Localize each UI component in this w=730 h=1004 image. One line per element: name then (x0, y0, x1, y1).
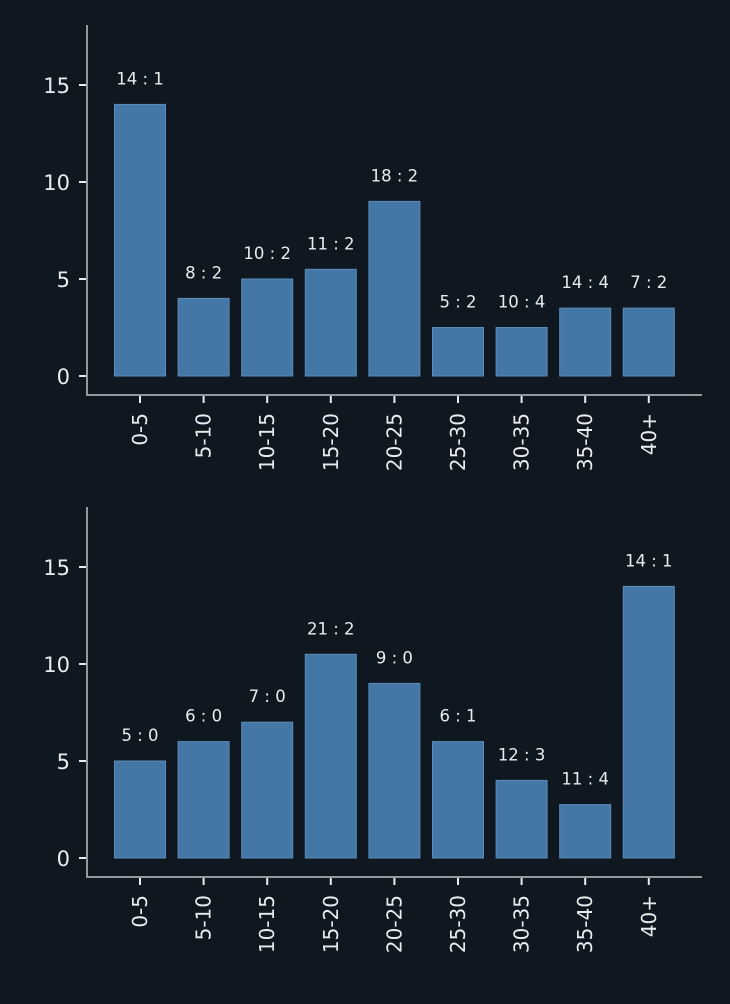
data-label: 10 : 4 (498, 293, 546, 312)
bar (177, 741, 230, 859)
x-tick-label: 30-35 (510, 895, 534, 953)
bar (432, 327, 484, 377)
bar (368, 200, 421, 377)
x-tick-label: 40+ (637, 413, 661, 455)
y-tick-label: 15 (43, 556, 70, 580)
x-tick-label: 35-40 (573, 413, 597, 471)
bar (559, 307, 612, 377)
bar (241, 278, 294, 377)
x-tick-label: 10-15 (255, 895, 279, 953)
bar (432, 741, 484, 859)
x-tick-label: 35-40 (573, 895, 597, 953)
data-label: 7 : 2 (630, 273, 667, 292)
bar-chart-1: 14 : 1 0-5 8 : 2 5-10 10 : 2 10-15 11 : 2 15-20… (43, 25, 702, 471)
x-tick-label: 25-30 (446, 895, 470, 953)
bar (177, 297, 230, 377)
bar (114, 103, 166, 377)
y-tick-label: 0 (57, 847, 70, 871)
data-label: 12 : 3 (498, 745, 546, 764)
x-tick-label: 40+ (637, 895, 661, 937)
bar (368, 682, 421, 859)
data-label: 11 : 4 (561, 770, 609, 789)
x-tick-label: 20-25 (382, 895, 406, 953)
x-tick-label: 15-20 (319, 413, 343, 471)
x-tick-label: 20-25 (382, 413, 406, 471)
data-label: 14 : 4 (561, 273, 609, 292)
data-label: 6 : 1 (439, 707, 476, 726)
x-tick-label: 5-10 (192, 895, 216, 940)
x-tick-label: 0-5 (128, 895, 152, 928)
data-label: 10 : 2 (243, 244, 291, 263)
data-label: 5 : 0 (121, 726, 158, 745)
data-label: 14 : 1 (116, 69, 164, 88)
x-tick-label: 15-20 (319, 895, 343, 953)
data-label: 8 : 2 (185, 263, 222, 282)
bar (304, 268, 357, 377)
data-label: 9 : 0 (376, 648, 413, 667)
bar-chart-2: 5 : 0 0-5 6 : 0 5-10 7 : 0 10-15 21 : 2 15-20 9 … (43, 507, 702, 953)
data-label: 6 : 0 (185, 707, 222, 726)
y-tick-label: 5 (57, 750, 70, 774)
data-label: 11 : 2 (307, 234, 355, 253)
bar (495, 779, 548, 859)
y-tick-label: 10 (43, 171, 70, 195)
y-tick-label: 5 (57, 268, 70, 292)
data-label: 5 : 2 (439, 293, 476, 312)
bar (241, 721, 294, 859)
bar (622, 585, 675, 859)
data-label: 18 : 2 (371, 166, 419, 185)
x-tick-label: 30-35 (510, 413, 534, 471)
bar (622, 307, 675, 377)
bar (495, 327, 548, 377)
data-label: 21 : 2 (307, 619, 355, 638)
x-tick-label: 0-5 (128, 413, 152, 446)
data-label: 14 : 1 (625, 551, 673, 570)
bar (559, 804, 612, 859)
data-label: 7 : 0 (249, 687, 286, 706)
bar (114, 760, 166, 859)
x-tick-label: 5-10 (192, 413, 216, 458)
y-tick-label: 15 (43, 74, 70, 98)
y-tick-label: 10 (43, 653, 70, 677)
x-tick-label: 25-30 (446, 413, 470, 471)
x-tick-label: 10-15 (255, 413, 279, 471)
y-tick-label: 0 (57, 365, 70, 389)
bar (304, 653, 357, 859)
